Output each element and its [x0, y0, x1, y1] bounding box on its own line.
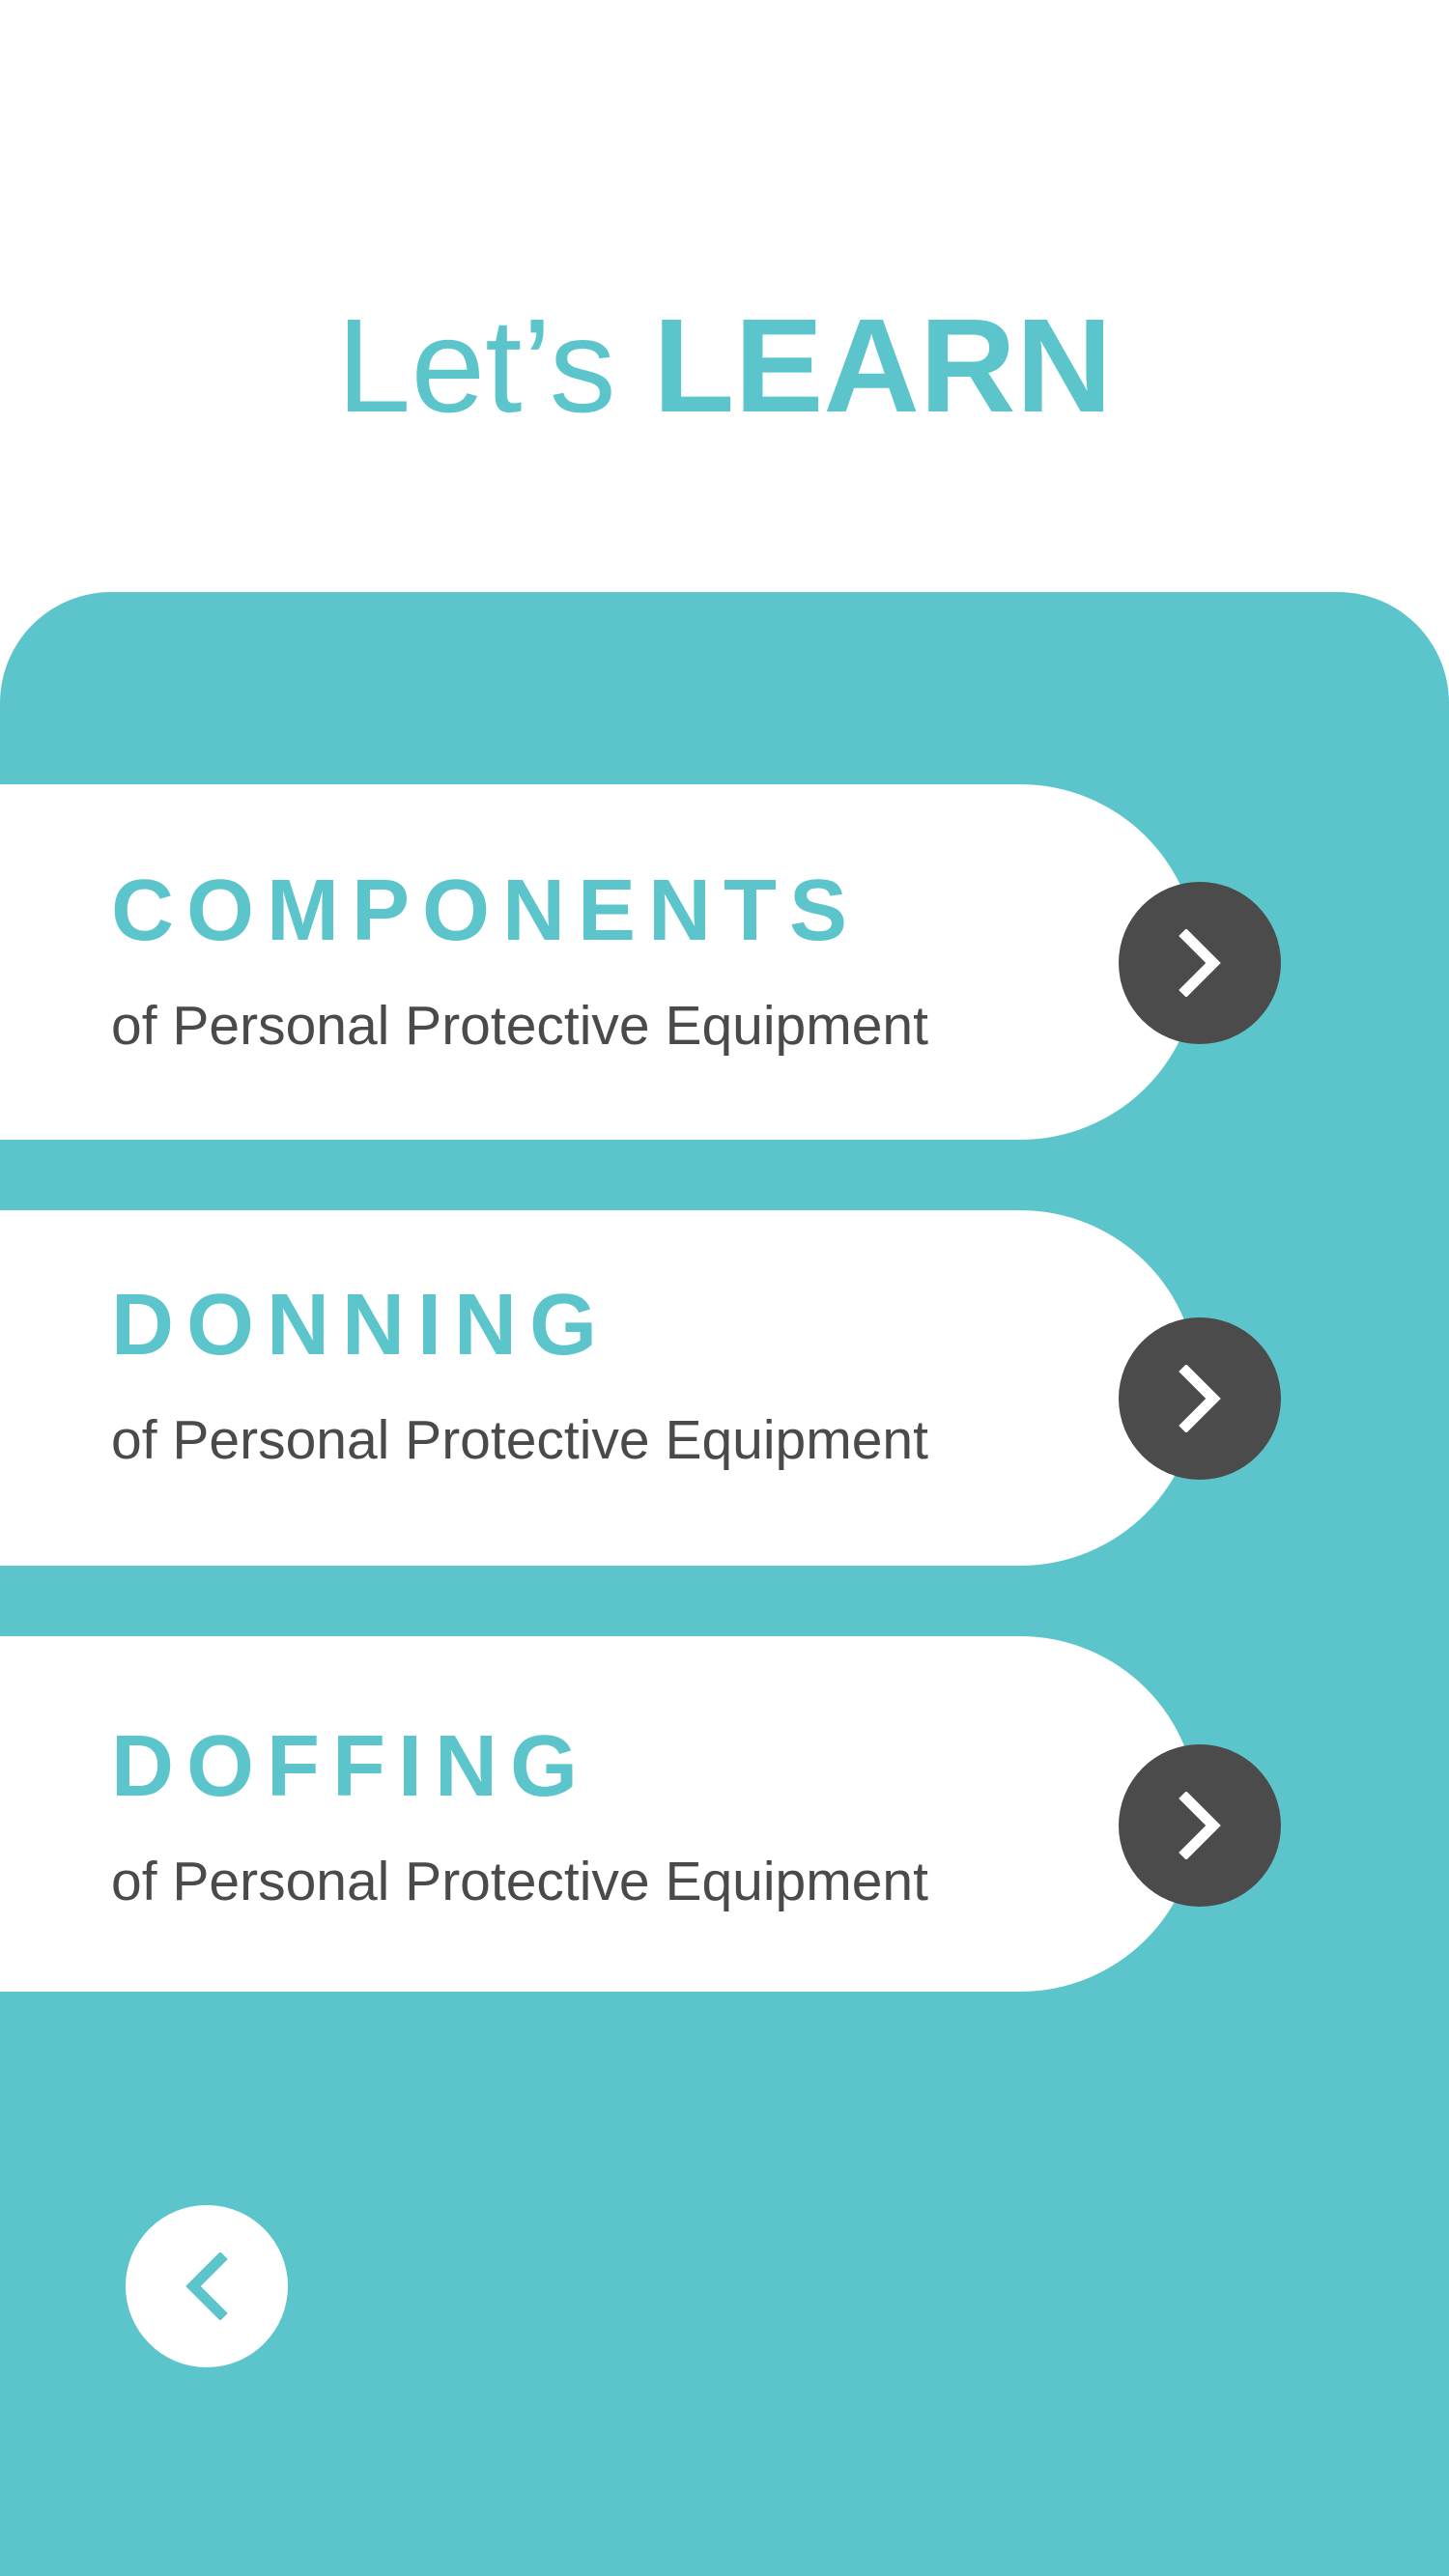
doffing-next-button[interactable] [1119, 1744, 1281, 1907]
chevron-right-icon [1171, 929, 1229, 997]
components-next-button[interactable] [1119, 882, 1281, 1044]
chevron-right-icon [1171, 1365, 1229, 1432]
card-subtitle: of Personal Protective Equipment [111, 1851, 928, 1912]
back-button[interactable] [126, 2205, 288, 2367]
page-title-light: Let’s [336, 292, 616, 440]
page-title-bold: LEARN [653, 292, 1113, 440]
page-title: Let’s LEARN [0, 299, 1449, 433]
card-subtitle: of Personal Protective Equipment [111, 1409, 928, 1471]
card-title: DONNING [111, 1277, 610, 1373]
card-title: DOFFING [111, 1718, 590, 1815]
card-subtitle: of Personal Protective Equipment [111, 995, 928, 1057]
card-title: COMPONENTS [111, 863, 861, 959]
chevron-left-icon [178, 2252, 236, 2320]
components-card[interactable]: COMPONENTS of Personal Protective Equipm… [0, 784, 1198, 1140]
donning-next-button[interactable] [1119, 1317, 1281, 1480]
doffing-card[interactable]: DOFFING of Personal Protective Equipment [0, 1636, 1198, 1992]
donning-card[interactable]: DONNING of Personal Protective Equipment [0, 1210, 1198, 1566]
chevron-right-icon [1171, 1792, 1229, 1859]
